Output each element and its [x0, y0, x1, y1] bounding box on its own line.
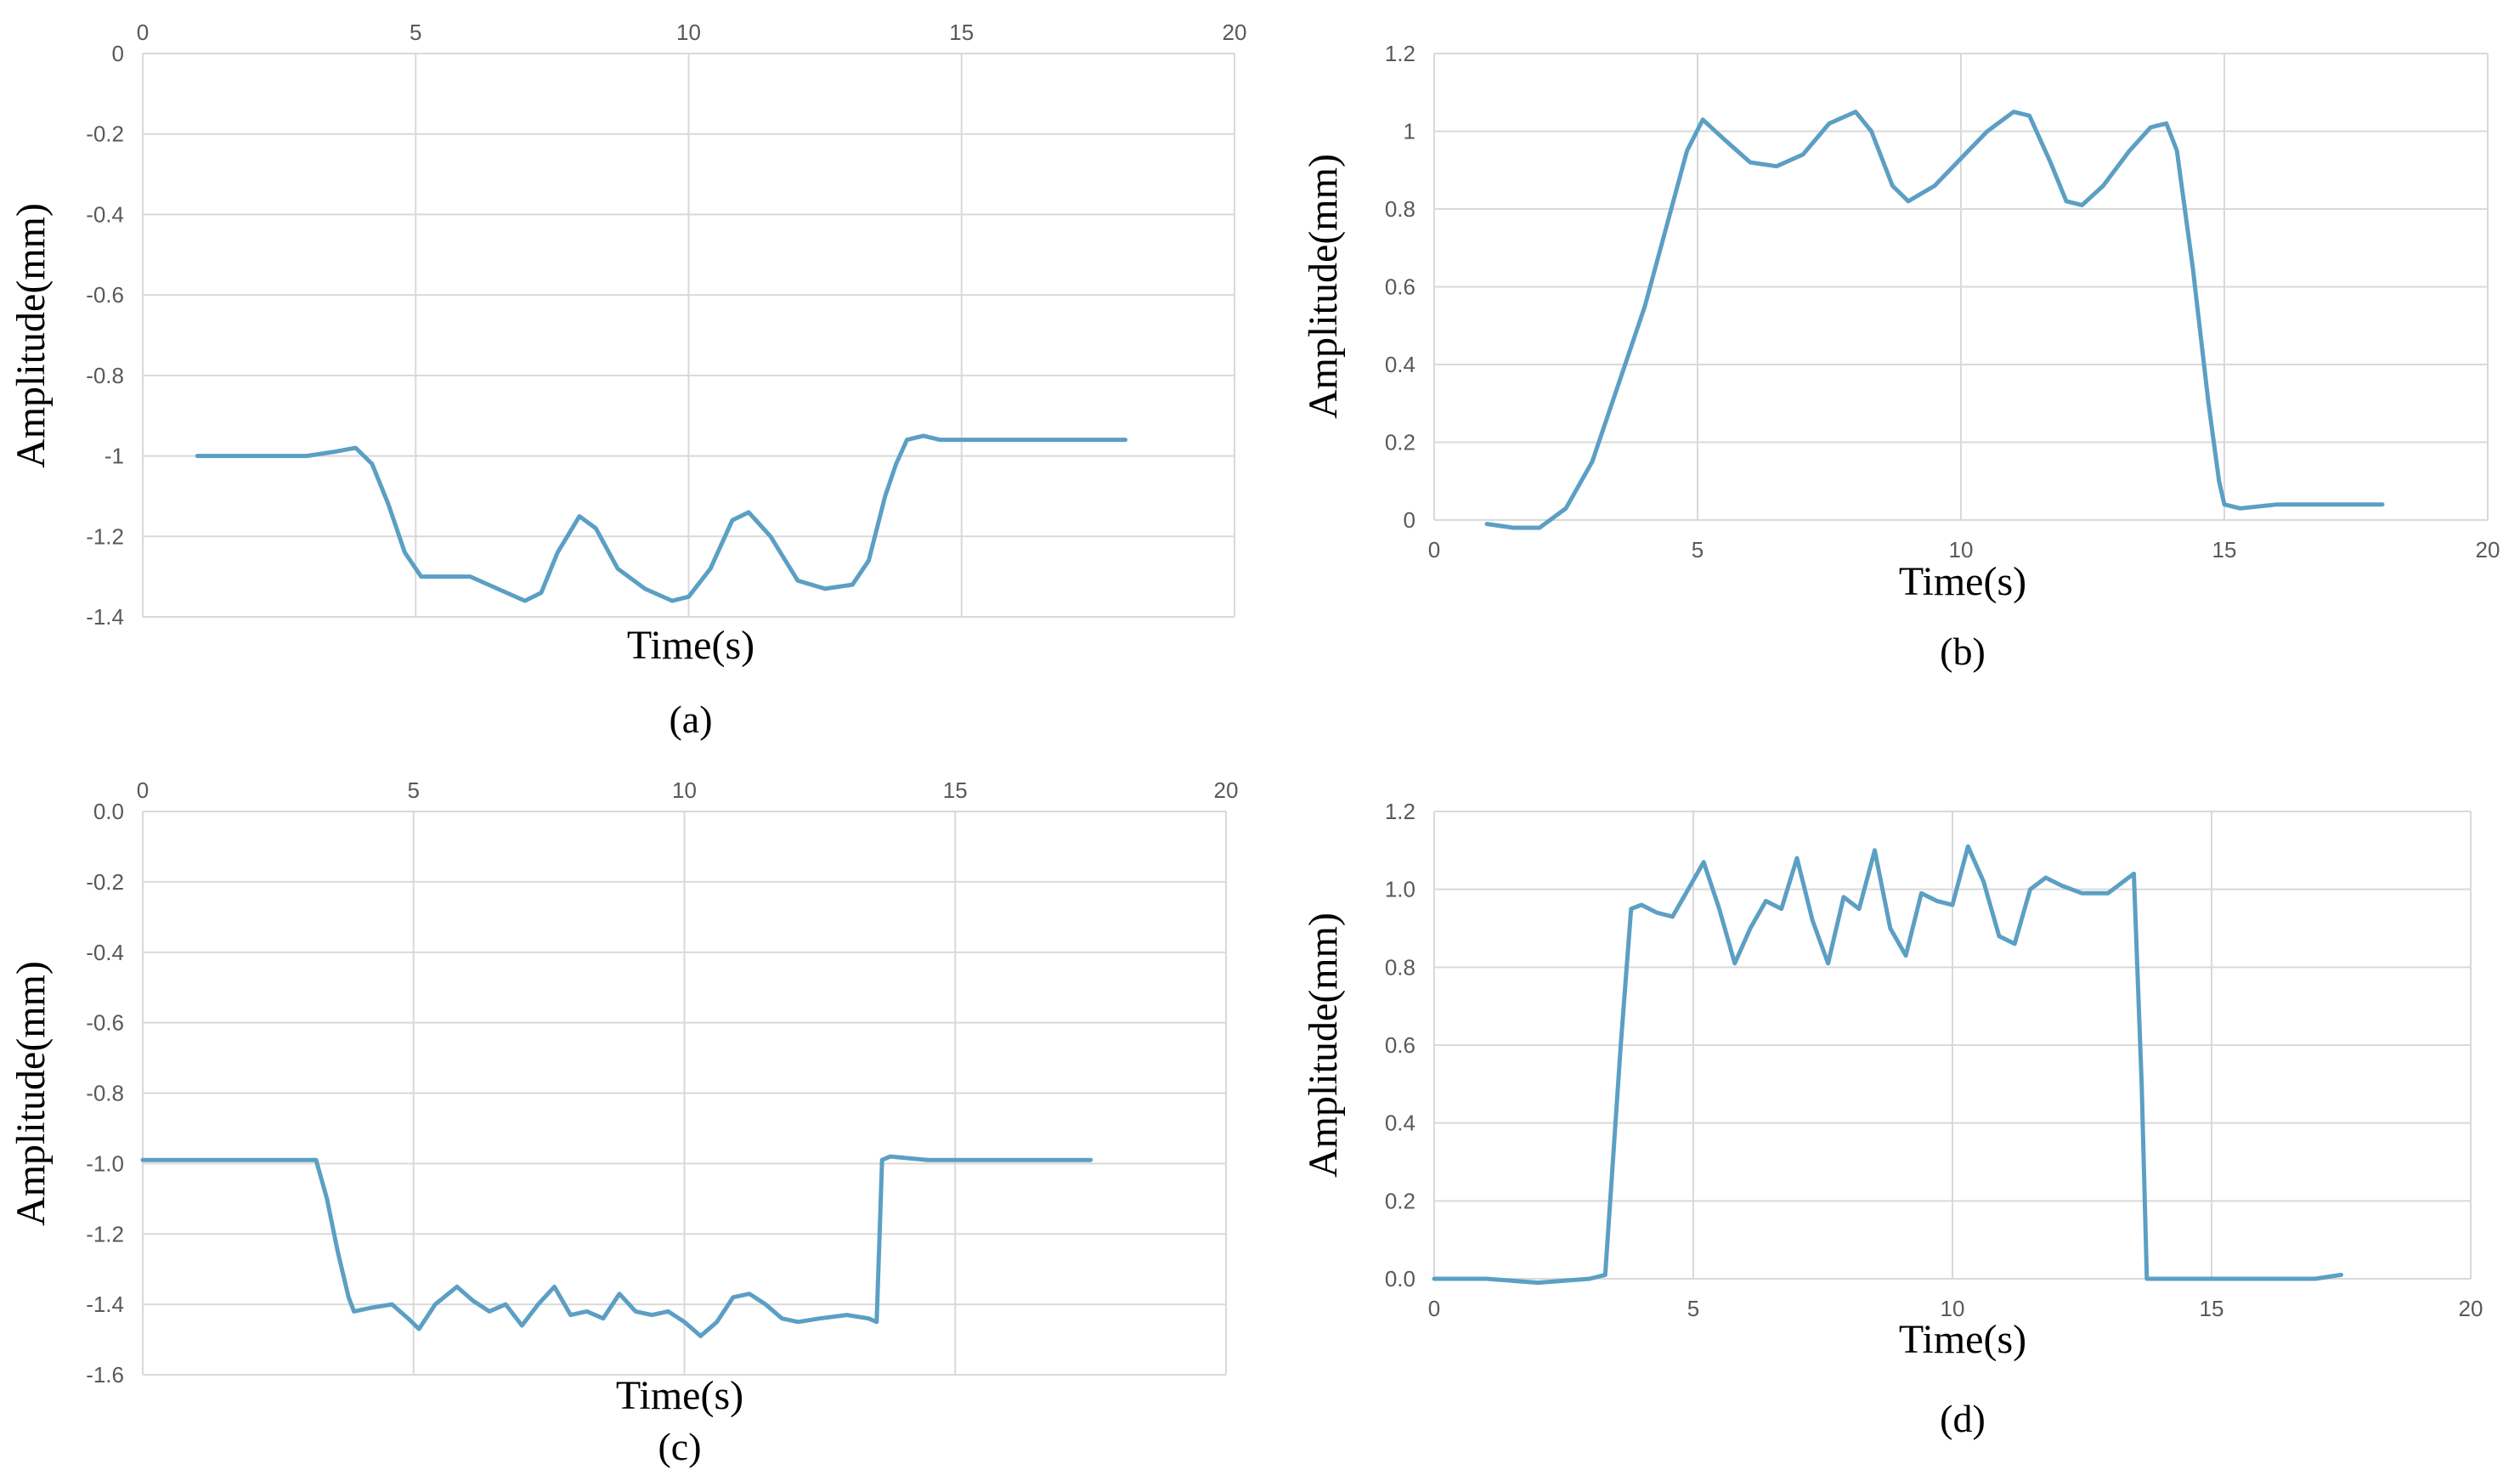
y-tick-label: 0.2	[1385, 430, 1415, 455]
y-tick-label: 0.0	[93, 799, 124, 824]
y-tick-label: 0.6	[1385, 274, 1415, 300]
y-tick-label: -1.2	[86, 1221, 124, 1246]
y-tick-label: 0.8	[1385, 954, 1415, 980]
series-line-0	[1484, 110, 2385, 530]
panel-caption: (b)	[1940, 630, 1986, 673]
y-tick-label: 0	[112, 41, 124, 66]
y-tick-label: -1.4	[86, 604, 124, 630]
y-tick-label: 0.2	[1385, 1188, 1415, 1213]
x-tick-label: 20	[2459, 1296, 2483, 1321]
y-tick-label: -1.2	[86, 523, 124, 549]
y-tick-label: -0.2	[86, 869, 124, 895]
x-tick-label: 0	[137, 777, 149, 803]
chart-panel-2: 0 5 10 15 20 0.0 -0.2 -0.4 -0.6 -0.8 -1.0 -1.2 -1.4 -…	[8, 777, 1238, 1468]
y-axis-title: Amplitude(mm)	[1301, 913, 1346, 1178]
y-tick-label: 1.2	[1385, 41, 1415, 66]
y-tick-label: 0	[1404, 507, 1415, 533]
x-axis-title: Time(s)	[1899, 559, 2026, 604]
y-axis-title: Amplitude(mm)	[8, 203, 54, 468]
x-tick-label: 15	[2212, 537, 2237, 562]
y-tick-label: 0.4	[1385, 1111, 1415, 1136]
panel-caption: (d)	[1940, 1397, 1986, 1440]
x-tick-label: 15	[2200, 1296, 2224, 1321]
panel-caption: (a)	[669, 698, 712, 741]
chart-panel-1: 0 5 10 15 20 0 0.2 0.4 0.6 0.8 1 1.2 Time(s) Amplitud…	[1301, 41, 2500, 673]
y-tick-label: -0.4	[86, 940, 124, 965]
chart-panel-0: 0 5 10 15 20 0 -0.2 -0.4 -0.6 -0.8 -1 -1.2 -1.4 Time(…	[8, 20, 1246, 741]
y-tick-label: 1	[1404, 119, 1415, 144]
y-tick-label: 1.2	[1385, 799, 1415, 824]
y-axis-title: Amplitude(mm)	[8, 961, 54, 1226]
x-tick-label: 15	[943, 777, 968, 803]
y-tick-label: 0.4	[1385, 352, 1415, 377]
x-axis-title: Time(s)	[616, 1373, 743, 1418]
x-tick-label: 5	[1687, 1296, 1699, 1321]
y-tick-label: -0.8	[86, 1081, 124, 1106]
x-tick-label: 20	[1223, 20, 1247, 45]
y-tick-label: -0.8	[86, 363, 124, 388]
y-tick-label: -1.6	[86, 1362, 124, 1388]
panel-caption: (c)	[658, 1425, 701, 1468]
y-tick-label: -1	[105, 444, 124, 469]
x-tick-label: 10	[1941, 1296, 1965, 1321]
y-tick-label: -0.6	[86, 282, 124, 308]
y-tick-label: 0.6	[1385, 1032, 1415, 1058]
x-tick-label: 10	[1949, 537, 1974, 562]
y-tick-label: -0.2	[86, 122, 124, 147]
series-line-0	[140, 1154, 1093, 1338]
y-tick-label: -1.0	[86, 1150, 124, 1176]
y-tick-label: 0.0	[1385, 1266, 1415, 1292]
y-axis-title: Amplitude(mm)	[1301, 154, 1346, 419]
series-line-0	[1432, 844, 2343, 1286]
x-tick-label: 20	[1214, 777, 1239, 803]
x-tick-label: 0	[1428, 1296, 1440, 1321]
y-tick-label: -0.6	[86, 1010, 124, 1036]
x-tick-label: 0	[1428, 537, 1440, 562]
x-tick-label: 10	[672, 777, 697, 803]
y-tick-label: 1.0	[1385, 877, 1415, 902]
chart-panel-3: 0 5 10 15 20 0.0 0.2 0.4 0.6 0.8 1.0 1.2 Time(s) Ampl…	[1301, 799, 2483, 1440]
x-tick-label: 5	[1692, 537, 1704, 562]
y-tick-label: -0.4	[86, 201, 124, 227]
x-axis-title: Time(s)	[1899, 1317, 2026, 1362]
series-line-0	[195, 433, 1127, 603]
y-tick-label: 0.8	[1385, 196, 1415, 222]
y-tick-label: -1.4	[86, 1292, 124, 1317]
x-tick-label: 5	[408, 777, 420, 803]
x-tick-label: 10	[676, 20, 701, 45]
x-tick-label: 0	[137, 20, 149, 45]
x-tick-label: 5	[410, 20, 421, 45]
x-tick-label: 15	[949, 20, 974, 45]
x-tick-label: 20	[2476, 537, 2500, 562]
x-axis-title: Time(s)	[627, 623, 754, 668]
